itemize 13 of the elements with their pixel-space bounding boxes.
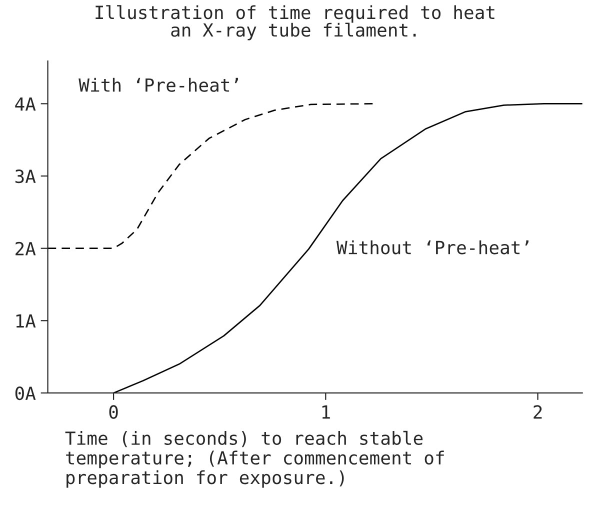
x-axis-title: Time (in seconds) to reach stable temperature; (After commencement of preparation for exposure.) [65, 430, 444, 488]
line-series [112, 103, 582, 393]
x-tick-label: 2 [534, 405, 542, 419]
y-tick-label: 2A [16, 242, 36, 256]
x-tick-label: 0 [109, 405, 118, 419]
y-tick-label: 3A [15, 170, 36, 184]
series-label: Without ‘Pre-heat’ [336, 240, 528, 254]
x-tick-label: 1 [322, 405, 330, 419]
y-tick-label: 0A [15, 386, 36, 400]
y-tick-label: 1A [16, 314, 36, 328]
series-label: With ‘Pre-heat’ [78, 78, 238, 92]
y-tick-label: 4A [15, 97, 36, 111]
chart-title: Illustration of time required to heat an X-ray tube filament. [96, 5, 494, 40]
